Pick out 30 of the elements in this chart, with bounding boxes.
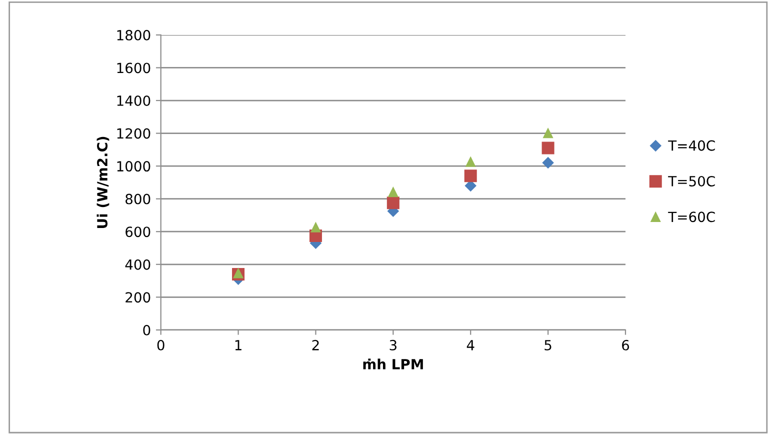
legend-label: T=50C <box>668 176 715 186</box>
y-tick-label: 1200 <box>117 128 150 139</box>
x-tick-label: 6 <box>622 340 630 350</box>
y-tick-label: 0 <box>143 324 150 336</box>
point <box>386 196 400 210</box>
y-tick-label: 800 <box>126 194 150 204</box>
x-tick-label: 5 <box>544 340 552 350</box>
y-tick-label: 1600 <box>117 62 150 74</box>
x-tick-label: 2 <box>312 340 319 350</box>
point <box>542 142 554 154</box>
point <box>388 187 398 198</box>
y-tick-label: 400 <box>125 259 150 270</box>
point <box>310 222 321 232</box>
x-tick-label: 1 <box>235 340 242 350</box>
y-tick-label: 1000 <box>117 161 150 172</box>
y-tick-label: 600 <box>126 226 150 238</box>
x-axis-title: ṁh LPM <box>363 358 423 370</box>
y-tick-label: 1800 <box>117 30 150 40</box>
x-tick-label: 4 <box>466 340 474 350</box>
legend-label: T=60C <box>668 212 715 222</box>
point <box>543 128 553 138</box>
y-tick-label: 1400 <box>117 95 150 106</box>
legend-label: T=40C <box>668 140 715 151</box>
x-tick-label: 0 <box>157 340 164 350</box>
y-tick-label: 200 <box>126 292 150 303</box>
point <box>464 170 477 182</box>
y-axis-title: Ui (W/m2.C) <box>96 136 110 228</box>
point <box>542 157 554 168</box>
point <box>466 157 476 167</box>
x-tick-label: 3 <box>390 340 396 350</box>
